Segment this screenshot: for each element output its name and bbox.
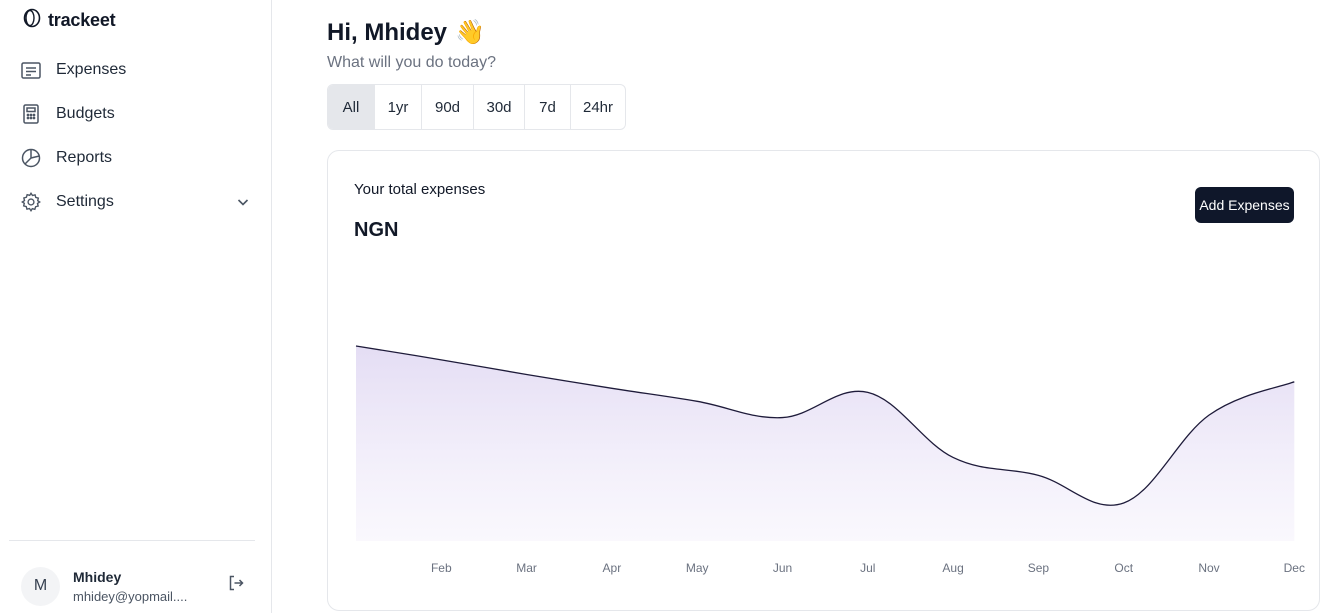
user-name: Mhidey xyxy=(73,568,122,585)
x-tick-label: Apr xyxy=(603,561,622,575)
x-tick-label: May xyxy=(686,561,709,575)
sidebar-item-label: Expenses xyxy=(56,61,127,78)
sidebar-item-expenses[interactable]: Expenses xyxy=(0,48,272,92)
card-title: Your total expenses xyxy=(354,181,486,198)
sidebar-item-label: Budgets xyxy=(56,105,115,122)
user-email: mhidey@yopmail.... xyxy=(73,588,188,604)
x-tick-label: Feb xyxy=(431,561,452,575)
range-1yr[interactable]: 1yr xyxy=(375,85,422,129)
sidebar-nav: Expenses Budgets Reports Settings xyxy=(0,48,272,224)
x-tick-label: Nov xyxy=(1198,561,1219,575)
range-7d[interactable]: 7d xyxy=(525,85,571,129)
page-subtitle: What will you do today? xyxy=(327,54,496,71)
waving-hand-icon: 👋 xyxy=(455,19,485,46)
gear-icon xyxy=(20,191,42,213)
receipt-icon xyxy=(20,59,42,81)
user-info: Mhidey mhidey@yopmail.... xyxy=(73,569,203,604)
chart-series-line xyxy=(355,345,1295,506)
sidebar-divider xyxy=(9,540,255,541)
expenses-area-chart: Feb Mar Apr May Jun Jul Aug Sep Oct Nov Dec xyxy=(355,345,1305,575)
pie-chart-icon xyxy=(20,147,42,169)
range-24hr[interactable]: 24hr xyxy=(582,98,614,116)
x-tick-label: Jun xyxy=(773,561,792,575)
sidebar: trackeet Expenses Budgets Reports Settin… xyxy=(0,0,272,613)
chevron-down-icon[interactable] xyxy=(236,195,250,209)
main-content: Hi, Mhidey 👋 What will you do today? All… xyxy=(272,0,1334,613)
x-tick-label: Jul xyxy=(860,561,875,575)
x-tick-label: Dec xyxy=(1284,561,1305,575)
sidebar-item-settings[interactable]: Settings xyxy=(0,180,272,224)
total-amount: NGN xyxy=(354,219,399,241)
sidebar-item-label: Settings xyxy=(56,193,114,210)
coin-logo-icon xyxy=(22,8,42,33)
sidebar-item-label: Reports xyxy=(56,149,113,166)
expenses-card: Your total expenses NGN Add Expenses Feb… xyxy=(327,150,1320,611)
calculator-icon xyxy=(20,103,42,125)
greeting-text: Hi, Mhidey xyxy=(327,18,448,46)
range-90d[interactable]: 90d xyxy=(422,85,474,129)
logout-icon[interactable] xyxy=(227,574,245,597)
x-axis-ticks: Feb Mar Apr May Jun Jul Aug Sep Oct Nov Dec xyxy=(431,561,1305,575)
user-profile[interactable]: M Mhidey mhidey@yopmail.... xyxy=(21,566,261,606)
brand-name: trackeet xyxy=(48,10,116,30)
range-30d[interactable]: 30d xyxy=(474,85,525,129)
brand-logo[interactable]: trackeet xyxy=(22,8,116,33)
x-tick-label: Mar xyxy=(516,561,537,575)
add-expenses-button[interactable]: Add Expenses xyxy=(1195,187,1294,223)
chart-area-fill xyxy=(356,346,1295,541)
time-range-selector: All 1yr 90d 30d 7d 24hr xyxy=(327,84,626,130)
x-tick-label: Aug xyxy=(942,561,963,575)
x-tick-label: Sep xyxy=(1028,561,1050,575)
x-tick-label: Oct xyxy=(1114,561,1133,575)
sidebar-item-budgets[interactable]: Budgets xyxy=(0,92,272,136)
sidebar-item-reports[interactable]: Reports xyxy=(0,136,272,180)
page-title: Hi, Mhidey 👋 xyxy=(327,18,485,47)
range-all[interactable]: All xyxy=(328,85,375,129)
avatar: M xyxy=(21,566,60,606)
